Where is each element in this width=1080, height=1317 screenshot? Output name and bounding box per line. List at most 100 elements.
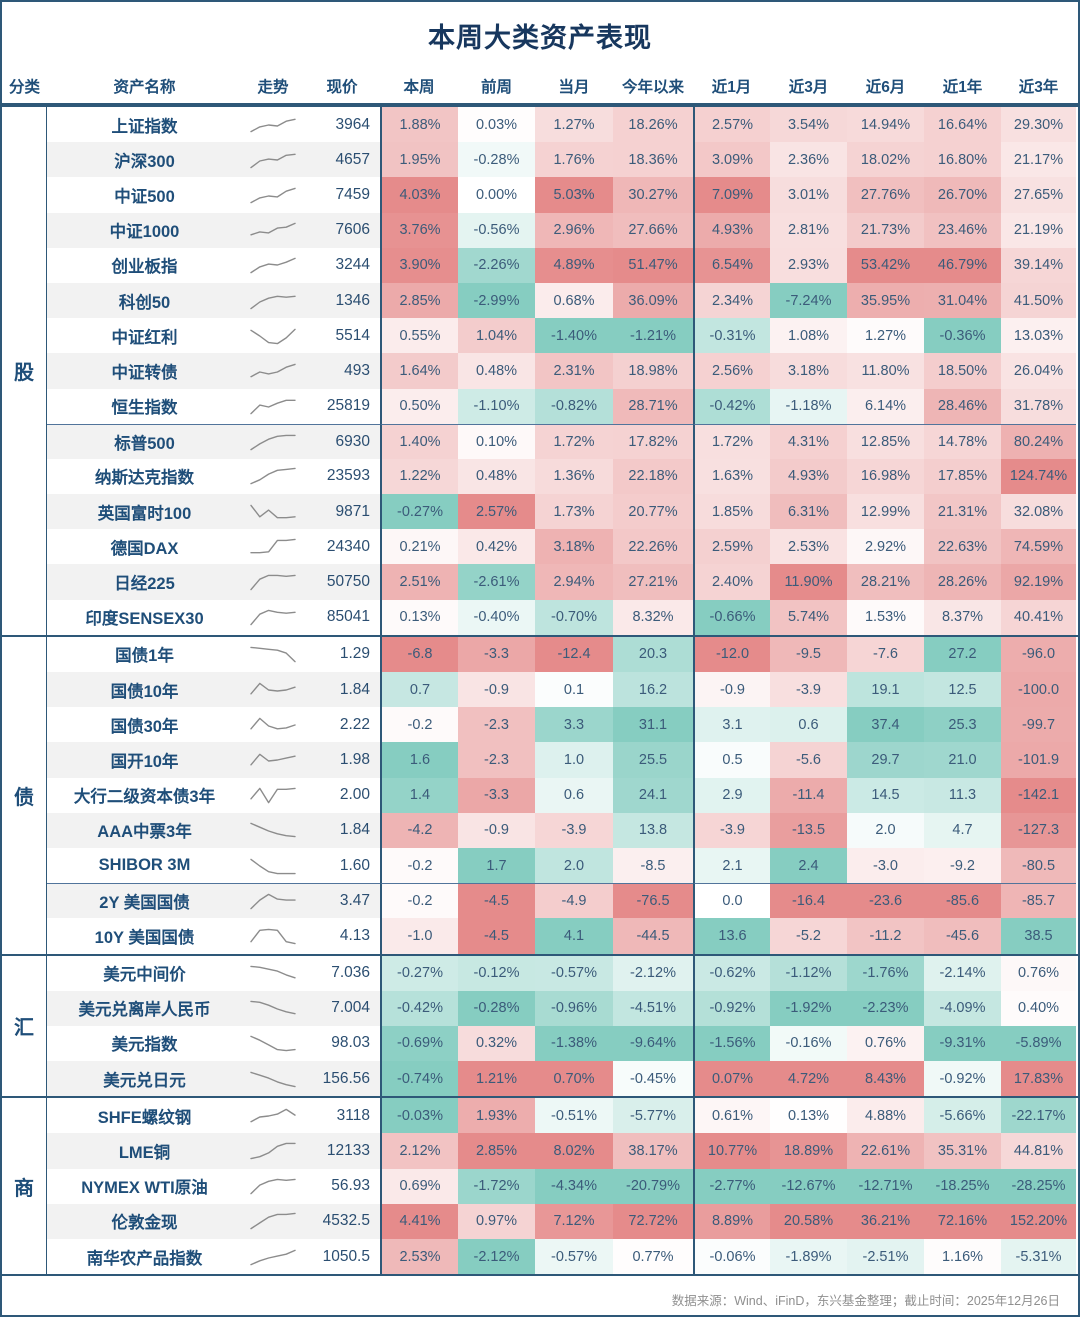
value-cell: -0.82% — [535, 388, 613, 424]
current-price: 98.03 — [304, 1025, 380, 1062]
trend-sparkline — [242, 847, 304, 884]
value-cell: -5.77% — [613, 1098, 693, 1134]
value-cell: -1.12% — [770, 955, 847, 991]
current-price: 12133 — [304, 1133, 380, 1169]
current-price: 56.93 — [304, 1168, 380, 1204]
column-header: 近1年 — [942, 78, 983, 96]
value-cell: 25.5 — [613, 742, 693, 778]
value-cell: 1.88% — [380, 107, 458, 143]
current-price: 1.98 — [304, 742, 380, 778]
value-cell: 27.65% — [1001, 177, 1076, 213]
column-header: 现价 — [326, 78, 358, 96]
value-cell: 29.7 — [847, 742, 924, 778]
current-price: 4.13 — [304, 918, 380, 954]
value-cell: 19.1 — [847, 672, 924, 708]
value-cell: 16.98% — [847, 458, 924, 495]
asset-name: 美元兑日元 — [47, 1061, 242, 1097]
value-cell: -0.57% — [535, 1239, 613, 1275]
value-cell: -11.2 — [847, 918, 924, 954]
value-cell: -4.09% — [924, 990, 1001, 1026]
asset-name: 印度SENSEX30 — [47, 599, 242, 635]
current-price: 3964 — [304, 107, 380, 143]
value-cell: 26.04% — [1001, 353, 1076, 389]
value-cell: 2.40% — [693, 564, 770, 600]
value-cell: 1.72% — [535, 423, 613, 459]
value-cell: 0.42% — [458, 529, 535, 565]
value-cell: 1.76% — [535, 142, 613, 178]
value-cell: -12.0 — [693, 636, 770, 672]
value-cell: 31.1 — [613, 707, 693, 743]
value-cell: 2.96% — [535, 212, 613, 248]
page-title: 本周大类资产表现 — [428, 22, 652, 53]
value-cell: 31.04% — [924, 282, 1001, 319]
value-cell: -3.3 — [458, 636, 535, 672]
value-cell: 11.3 — [924, 777, 1001, 813]
value-cell: 1.04% — [458, 318, 535, 354]
trend-sparkline — [242, 955, 304, 991]
value-cell: -0.12% — [458, 955, 535, 991]
current-price: 24340 — [304, 529, 380, 565]
value-cell: -2.51% — [847, 1239, 924, 1275]
value-cell: 27.21% — [613, 564, 693, 600]
value-cell: 8.32% — [613, 599, 693, 635]
value-cell: 4.7 — [924, 812, 1001, 848]
current-price: 7606 — [304, 212, 380, 248]
value-cell: -0.74% — [380, 1061, 458, 1097]
value-cell: 0.5 — [693, 742, 770, 778]
value-cell: -2.61% — [458, 564, 535, 600]
value-cell: 0.69% — [380, 1168, 458, 1204]
value-cell: -4.5 — [458, 883, 535, 919]
value-cell: -0.45% — [613, 1061, 693, 1097]
value-cell: 3.18% — [770, 353, 847, 389]
value-cell: 36.09% — [613, 282, 693, 319]
trend-sparkline — [242, 212, 304, 248]
value-cell: 6.14% — [847, 388, 924, 424]
value-cell: 0.10% — [458, 423, 535, 459]
value-cell: 27.76% — [847, 177, 924, 213]
value-cell: -100.0 — [1001, 672, 1076, 708]
current-price: 3118 — [304, 1098, 380, 1134]
value-cell: 16.80% — [924, 142, 1001, 178]
trend-sparkline — [242, 777, 304, 813]
value-cell: 4.89% — [535, 247, 613, 283]
trend-sparkline — [242, 1061, 304, 1097]
value-cell: 20.3 — [613, 636, 693, 672]
asset-name: 恒生指数 — [47, 388, 242, 424]
value-cell: 2.0 — [535, 847, 613, 884]
category-label: 债 — [2, 636, 47, 954]
value-cell: 2.9 — [693, 777, 770, 813]
asset-name: 2Y 美国国债 — [47, 883, 242, 919]
current-price: 4657 — [304, 142, 380, 178]
value-cell: 1.4 — [380, 777, 458, 813]
value-cell: -0.2 — [380, 847, 458, 884]
value-cell: 0.13% — [770, 1098, 847, 1134]
value-cell: -1.38% — [535, 1025, 613, 1062]
current-price: 50750 — [304, 564, 380, 600]
value-cell: -1.21% — [613, 318, 693, 354]
value-cell: 12.85% — [847, 423, 924, 459]
current-price: 5514 — [304, 318, 380, 354]
asset-name: 美元兑离岸人民币 — [47, 990, 242, 1026]
value-cell: 16.2 — [613, 672, 693, 708]
value-cell: -0.36% — [924, 318, 1001, 354]
value-cell: 0.0 — [693, 883, 770, 919]
value-cell: 1.95% — [380, 142, 458, 178]
value-cell: 124.74% — [1001, 458, 1076, 495]
value-cell: -0.27% — [380, 494, 458, 530]
current-price: 1.84 — [304, 672, 380, 708]
value-cell: -0.62% — [693, 955, 770, 991]
asset-name: AAA中票3年 — [47, 812, 242, 848]
value-cell: -1.92% — [770, 990, 847, 1026]
asset-name: 中证1000 — [47, 212, 242, 248]
value-cell: -16.4 — [770, 883, 847, 919]
trend-sparkline — [242, 812, 304, 848]
value-cell: -3.9 — [693, 812, 770, 848]
column-header: 分类 — [8, 78, 40, 96]
value-cell: -3.9 — [535, 812, 613, 848]
value-cell: -0.27% — [380, 955, 458, 991]
value-cell: 5.74% — [770, 599, 847, 635]
value-cell: 2.0 — [847, 812, 924, 848]
value-cell: 31.78% — [1001, 388, 1076, 424]
value-cell: -0.28% — [458, 990, 535, 1026]
asset-name: 科创50 — [47, 282, 242, 319]
